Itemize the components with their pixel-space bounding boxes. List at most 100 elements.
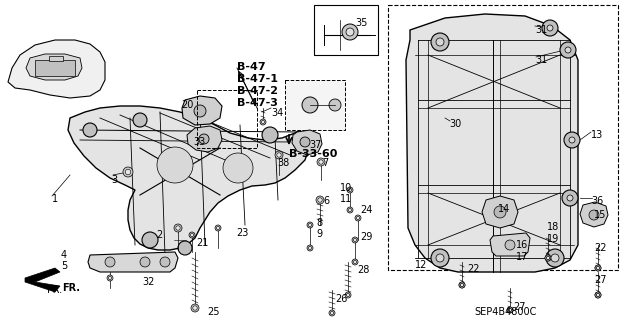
Circle shape [431,33,449,51]
Circle shape [348,208,351,211]
Text: 9: 9 [316,229,322,239]
Circle shape [105,257,115,267]
Circle shape [191,304,199,312]
Circle shape [595,265,601,271]
Text: 22: 22 [467,264,479,274]
Circle shape [189,232,195,238]
Text: 34: 34 [271,108,284,118]
Polygon shape [88,252,178,272]
Text: 21: 21 [196,238,209,248]
Text: 22: 22 [594,243,607,253]
Circle shape [507,307,513,313]
Circle shape [329,310,335,316]
Circle shape [507,307,513,313]
Circle shape [565,47,571,53]
Circle shape [596,293,600,297]
Circle shape [505,240,515,250]
Circle shape [431,249,449,267]
Text: 16: 16 [516,240,528,250]
Text: 32: 32 [142,277,154,287]
Circle shape [178,241,192,255]
Circle shape [277,153,281,157]
Circle shape [346,28,354,36]
Circle shape [83,123,97,137]
Text: 37: 37 [309,140,321,150]
Text: 4: 4 [61,250,67,260]
Circle shape [160,257,170,267]
Text: 6: 6 [323,196,329,206]
Circle shape [216,226,220,230]
Circle shape [308,246,312,250]
Circle shape [345,292,351,298]
Circle shape [174,224,182,232]
Circle shape [508,308,511,312]
Circle shape [436,38,444,46]
Circle shape [223,153,253,183]
Polygon shape [26,54,82,80]
Circle shape [355,215,361,221]
Text: FR.: FR. [62,283,80,293]
Circle shape [300,137,310,147]
Text: 35: 35 [355,18,367,28]
Circle shape [595,292,601,298]
Circle shape [107,275,113,281]
Text: B-33-60: B-33-60 [289,149,337,159]
Bar [285,80,345,130]
Text: 25: 25 [207,307,220,317]
Circle shape [596,266,600,270]
Circle shape [308,223,312,227]
Polygon shape [8,40,105,98]
Circle shape [199,134,209,144]
Circle shape [589,210,599,220]
Circle shape [436,254,444,262]
Circle shape [348,188,351,192]
Circle shape [596,293,600,297]
Circle shape [546,249,564,267]
Circle shape [551,254,559,262]
Circle shape [562,190,578,206]
Polygon shape [406,14,578,272]
Circle shape [542,20,558,36]
Text: B-47-3: B-47-3 [237,98,278,108]
Text: SEP4B4800C: SEP4B4800C [474,307,536,317]
Bar [35,60,75,76]
Text: 36: 36 [591,196,604,206]
Circle shape [133,113,147,127]
Text: 33: 33 [193,137,205,147]
Polygon shape [292,130,322,155]
Text: 7: 7 [322,158,328,168]
Circle shape [353,238,356,242]
Text: 31: 31 [535,55,547,65]
Circle shape [307,222,313,228]
Text: 28: 28 [357,265,369,275]
Circle shape [342,24,358,40]
Circle shape [564,132,580,148]
Circle shape [176,226,180,230]
Circle shape [317,158,325,166]
Circle shape [318,198,322,202]
Circle shape [352,259,358,265]
Circle shape [215,225,221,231]
Circle shape [194,105,206,117]
Circle shape [508,308,511,312]
Circle shape [547,256,550,260]
Circle shape [460,283,463,287]
Circle shape [316,196,324,204]
Text: 20: 20 [181,100,193,110]
Bar [314,5,378,55]
Circle shape [595,292,601,298]
Circle shape [460,283,463,287]
Circle shape [560,42,576,58]
Text: 1: 1 [52,194,58,204]
Text: 3: 3 [111,175,117,185]
Circle shape [547,256,550,260]
Text: 24: 24 [360,205,372,215]
Circle shape [347,187,353,193]
Circle shape [596,266,600,270]
Circle shape [302,97,318,113]
Circle shape [193,306,197,310]
Polygon shape [187,126,222,152]
Circle shape [545,255,551,261]
Circle shape [494,206,506,218]
Circle shape [547,25,553,31]
